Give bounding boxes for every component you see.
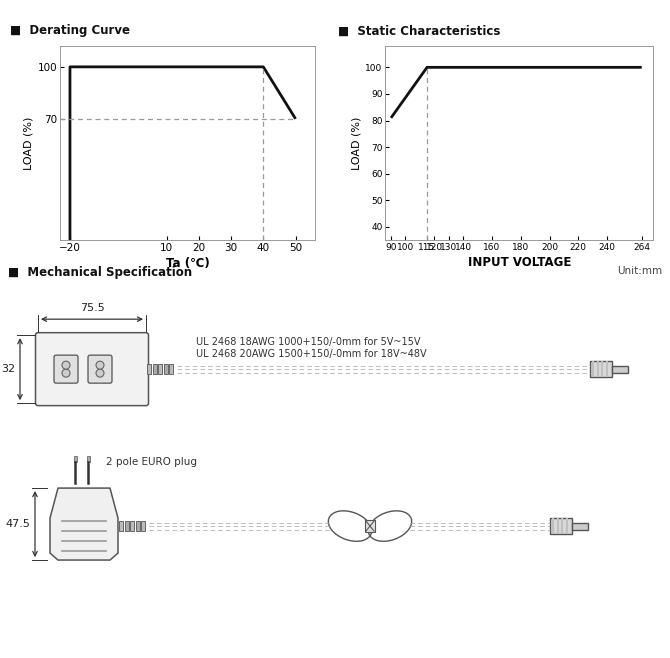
Circle shape — [62, 361, 70, 369]
Bar — [365, 520, 375, 532]
Bar — [153, 364, 157, 374]
Bar — [169, 364, 173, 374]
Circle shape — [96, 369, 104, 377]
Text: UL 2468 20AWG 1500+150/-0mm for 18V~48V: UL 2468 20AWG 1500+150/-0mm for 18V~48V — [196, 349, 427, 359]
Text: 32: 32 — [1, 364, 15, 374]
Bar — [125, 521, 129, 531]
Text: 2 pole EURO plug: 2 pole EURO plug — [106, 457, 197, 467]
Bar — [147, 364, 151, 374]
Bar — [561, 518, 563, 534]
Y-axis label: LOAD (%): LOAD (%) — [351, 116, 361, 170]
Bar — [612, 366, 628, 372]
Bar — [86, 456, 90, 462]
Bar — [592, 361, 594, 377]
FancyBboxPatch shape — [36, 333, 149, 405]
Bar — [596, 361, 598, 377]
Bar — [74, 456, 76, 462]
FancyBboxPatch shape — [54, 355, 78, 383]
Text: 75.5: 75.5 — [80, 303, 105, 313]
Bar — [552, 518, 554, 534]
Bar — [163, 364, 168, 374]
Bar — [606, 361, 608, 377]
FancyBboxPatch shape — [88, 355, 112, 383]
Bar — [590, 361, 612, 377]
Bar — [130, 521, 134, 531]
Bar — [572, 522, 588, 530]
Bar — [119, 521, 123, 531]
Circle shape — [96, 361, 104, 369]
Text: 47.5: 47.5 — [5, 519, 30, 529]
Circle shape — [62, 369, 70, 377]
Text: ■  Derating Curve: ■ Derating Curve — [10, 24, 130, 38]
Bar — [565, 518, 567, 534]
X-axis label: Ta (℃): Ta (℃) — [165, 257, 210, 270]
Bar — [158, 364, 162, 374]
Bar — [550, 518, 572, 534]
Y-axis label: LOAD (%): LOAD (%) — [23, 116, 34, 170]
Text: ■  Mechanical Specification: ■ Mechanical Specification — [8, 266, 192, 279]
Text: ■  Static Characteristics: ■ Static Characteristics — [338, 24, 500, 38]
Bar — [141, 521, 145, 531]
Polygon shape — [50, 488, 118, 560]
Bar — [135, 521, 139, 531]
X-axis label: INPUT VOLTAGE: INPUT VOLTAGE — [468, 256, 571, 269]
Bar — [601, 361, 603, 377]
Text: UL 2468 18AWG 1000+150/-0mm for 5V~15V: UL 2468 18AWG 1000+150/-0mm for 5V~15V — [196, 337, 421, 347]
Text: Unit:mm: Unit:mm — [617, 266, 662, 276]
Bar — [557, 518, 559, 534]
